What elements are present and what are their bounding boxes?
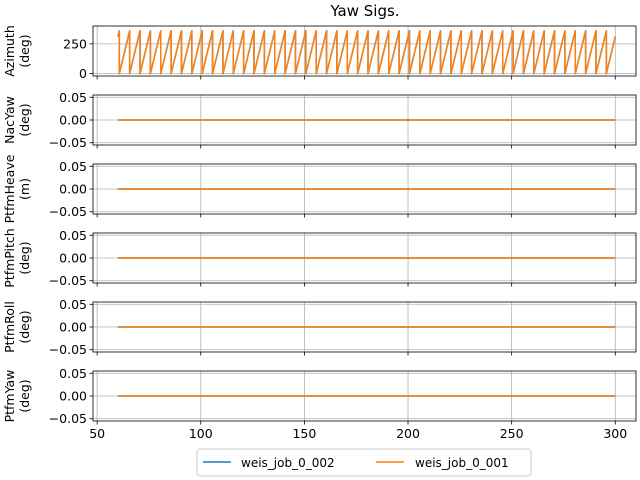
y-axis-label-line: PtfmYaw	[2, 370, 17, 423]
y-tick-label: 0.00	[59, 113, 87, 128]
legend-label-weis-job-0-001: weis_job_0_001	[415, 456, 509, 470]
legend-frame	[196, 448, 532, 477]
subplot-azimuth: 0 250 Azimuth(deg)	[2, 25, 637, 81]
subplot-nacyaw: 0.05 0.00 −0.05 NacYaw(deg)	[2, 90, 637, 150]
y-tick-label: −0.05	[49, 273, 87, 288]
x-tick-label: 150	[292, 426, 316, 441]
legend: weis_job_0_002 weis_job_0_001	[196, 448, 532, 477]
x-tick-label: 50	[89, 426, 105, 441]
y-axis-label-line: PtfmHeave	[2, 154, 17, 223]
y-tick-label: 0.05	[59, 228, 87, 243]
y-axis-label-line: NacYaw	[2, 96, 17, 144]
y-tick-label: 0.00	[59, 320, 87, 335]
subplot-ptfmyaw: 0.05 0.00 −0.05 PtfmYaw(deg) 50 100 150 200 250 3…	[2, 366, 637, 441]
x-tick-label: 100	[189, 426, 213, 441]
y-tick-label: 0.05	[59, 297, 87, 312]
y-tick-label: −0.05	[49, 135, 87, 150]
y-axis-label: PtfmHeave(m)	[2, 154, 32, 223]
y-axis-label-line: (deg)	[17, 241, 32, 274]
x-tick-label: 250	[500, 426, 524, 441]
y-axis-label: Azimuth(deg)	[2, 25, 32, 77]
y-tick-label: 0.00	[59, 389, 87, 404]
chart-title: Yaw Sigs.	[329, 2, 399, 20]
y-axis-label-line: (deg)	[17, 379, 32, 412]
y-axis-label-line: PtfmPitch	[2, 228, 17, 287]
y-axis-label-line: (deg)	[17, 34, 32, 67]
subplot-ptfmpitch: 0.05 0.00 −0.05 PtfmPitch(deg)	[2, 228, 637, 288]
y-tick-label: 0.05	[59, 90, 87, 105]
y-axis-label-line: (deg)	[17, 310, 32, 343]
x-tick-label: 200	[396, 426, 420, 441]
series-line-weis-job-0-001	[117, 30, 616, 75]
y-tick-label: 0.05	[59, 159, 87, 174]
y-tick-label: −0.05	[49, 342, 87, 357]
legend-label-weis-job-0-002: weis_job_0_002	[241, 456, 335, 470]
subplot-ptfmroll: 0.05 0.00 −0.05 PtfmRoll(deg)	[2, 297, 637, 357]
y-axis-label: PtfmRoll(deg)	[2, 301, 32, 353]
y-axis-label: NacYaw(deg)	[2, 96, 32, 144]
y-tick-label: −0.05	[49, 411, 87, 426]
y-axis-label: PtfmPitch(deg)	[2, 228, 32, 287]
y-axis-label-line: Azimuth	[2, 25, 17, 77]
series-group	[117, 30, 616, 75]
y-tick-label: 0.05	[59, 366, 87, 381]
y-axis-label-line: (m)	[17, 178, 32, 200]
y-tick-label: 0	[79, 66, 87, 81]
x-tick-label: 300	[603, 426, 627, 441]
subplot-stack: 0250Azimuth(deg)0.050.00−0.05NacYaw(deg)…	[2, 25, 637, 441]
y-axis-label-line: PtfmRoll	[2, 301, 17, 353]
y-axis-label-line: (deg)	[17, 103, 32, 136]
y-tick-label: 250	[63, 36, 87, 51]
subplot-ptfmheave: 0.05 0.00 −0.05 PtfmHeave(m)	[2, 154, 637, 223]
y-axis-label: PtfmYaw(deg)	[2, 370, 32, 423]
y-tick-label: −0.05	[49, 204, 87, 219]
y-tick-label: 0.00	[59, 182, 87, 197]
axes-frame	[92, 25, 637, 77]
y-tick-label: 0.00	[59, 251, 87, 266]
